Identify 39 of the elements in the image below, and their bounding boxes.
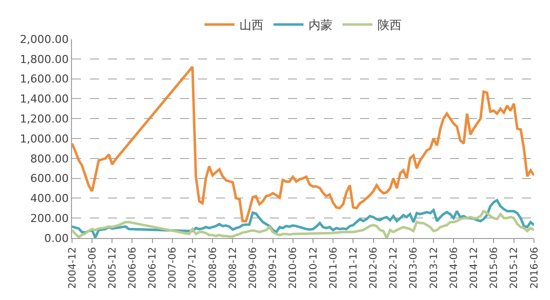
x-tick-label: 2005-06 bbox=[87, 247, 98, 289]
x-tick-label: 2009-06 bbox=[248, 247, 259, 289]
y-tick-label: 2,000.00 bbox=[20, 32, 69, 46]
y-tick-label: 1,400.00 bbox=[20, 92, 69, 106]
x-tick-label: 2012-12 bbox=[388, 247, 400, 289]
y-tick-label: 400.00 bbox=[30, 192, 69, 206]
x-tick-label: 2009-12 bbox=[268, 247, 280, 289]
y-tick-label: 1,000.00 bbox=[20, 132, 69, 146]
y-tick-label: 0.00 bbox=[44, 232, 69, 245]
x-tick-label: 2005-12 bbox=[107, 247, 118, 289]
x-tick-label: 2007-06 bbox=[168, 247, 179, 289]
y-tick-label: 1,600.00 bbox=[20, 72, 69, 86]
x-tick-label: 2006-12 bbox=[148, 247, 159, 289]
y-tick-label: 200.00 bbox=[30, 212, 69, 225]
x-tick-label: 2014-06 bbox=[448, 247, 460, 289]
y-tick-label: 1,200.00 bbox=[20, 112, 69, 126]
x-tick-label: 2013-06 bbox=[408, 247, 420, 289]
x-tick-label: 2013-12 bbox=[428, 247, 440, 289]
legend-label: 内蒙 bbox=[308, 18, 332, 32]
x-tick-label: 2016-06 bbox=[529, 247, 540, 289]
y-tick-label: 600.00 bbox=[30, 172, 69, 186]
line-series bbox=[72, 66, 534, 222]
x-tick-label: 2014-12 bbox=[468, 247, 480, 289]
x-tick-label: 2012-06 bbox=[368, 247, 380, 289]
legend-label: 陕西 bbox=[378, 18, 402, 32]
x-tick-label: 2015-12 bbox=[509, 247, 520, 289]
legend-label: 山西 bbox=[240, 18, 264, 32]
x-tick-label: 2007-12 bbox=[188, 247, 199, 289]
x-tick-label: 2008-06 bbox=[208, 247, 219, 289]
x-tick-label: 2011-06 bbox=[328, 247, 340, 289]
y-tick-label: 1,800.00 bbox=[20, 52, 69, 66]
x-tick-label: 2015-06 bbox=[488, 247, 500, 289]
x-tick-label: 2004-12 bbox=[67, 247, 78, 289]
x-tick-label: 2010-06 bbox=[288, 247, 300, 289]
x-tick-label: 2011-12 bbox=[348, 247, 360, 289]
y-tick-label: 800.00 bbox=[30, 152, 69, 166]
x-tick-label: 2008-12 bbox=[228, 247, 239, 289]
x-tick-label: 2010-12 bbox=[308, 247, 320, 289]
x-tick-label: 2006-06 bbox=[127, 247, 138, 289]
